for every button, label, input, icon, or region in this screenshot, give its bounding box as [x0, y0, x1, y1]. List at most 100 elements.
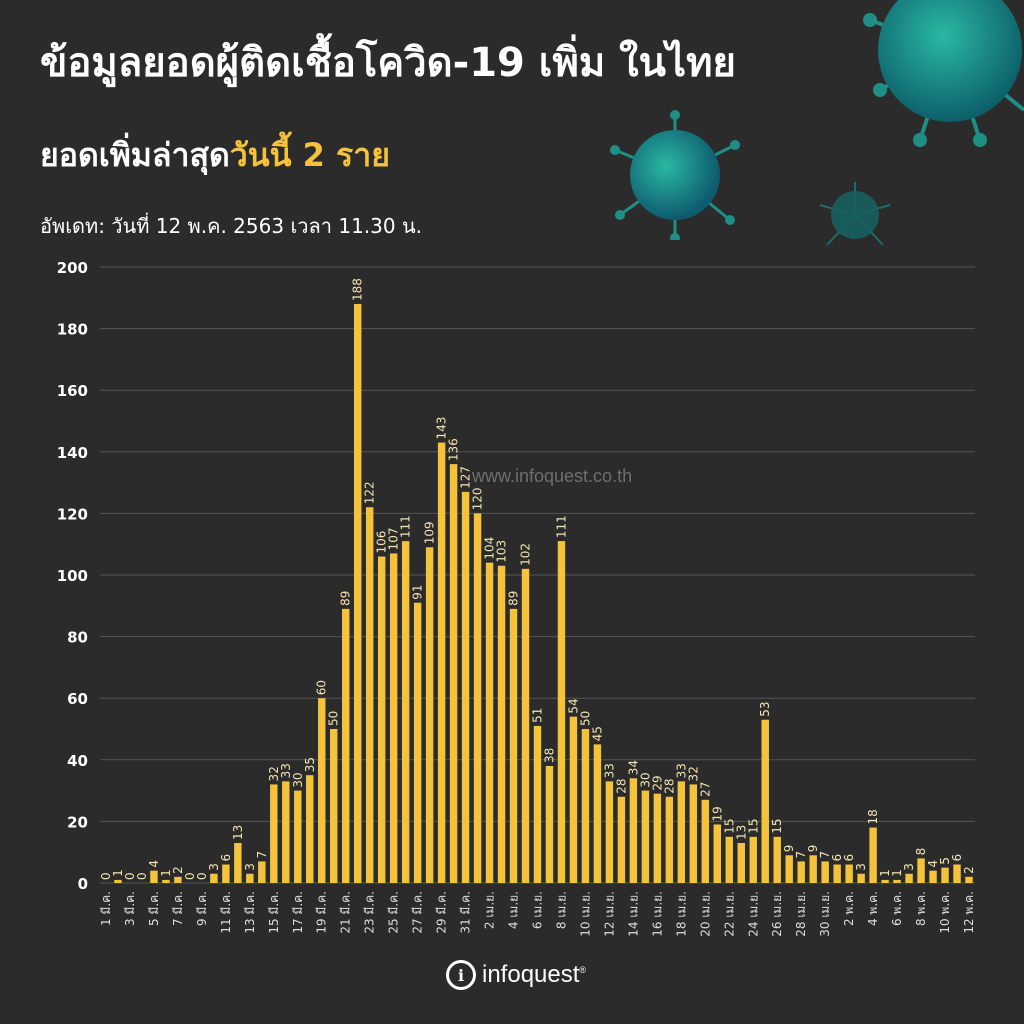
bar: [258, 861, 266, 883]
bar-value-label: 0: [99, 872, 113, 880]
x-tick-label: 21 มี.ค.: [339, 891, 353, 934]
bar: [581, 729, 590, 883]
bar: [809, 855, 817, 883]
y-tick-label: 140: [57, 444, 88, 462]
y-tick-label: 40: [67, 752, 88, 770]
bar-value-label: 3: [207, 863, 221, 871]
subtitle-prefix: ยอดเพิ่มล่าสุด: [40, 136, 230, 174]
bar-value-label: 28: [662, 778, 676, 793]
x-tick-label: 29 มี.ค.: [435, 891, 449, 934]
logo-text: infoquest®: [482, 961, 586, 989]
bar-value-label: 18: [866, 809, 880, 824]
bar: [845, 864, 853, 883]
y-tick-label: 160: [57, 382, 88, 400]
bar: [485, 562, 494, 883]
bar: [893, 879, 901, 883]
bar: [150, 870, 158, 883]
bar-value-label: 13: [231, 825, 245, 840]
bar: [701, 799, 710, 883]
value-labels: 0100412003613373233303560508918812210610…: [99, 278, 976, 880]
bar: [653, 793, 662, 883]
bar-value-label: 9: [782, 845, 796, 853]
x-tick-label: 5 มี.ค.: [147, 891, 161, 926]
bar-value-label: 89: [339, 591, 353, 606]
bar-value-label: 51: [531, 708, 545, 723]
bar-value-label: 0: [183, 872, 197, 880]
x-tick-label: 10 เม.ย.: [578, 891, 592, 937]
x-tick-label: 20 เม.ย.: [698, 891, 712, 937]
virus-large-icon: [863, 0, 1024, 147]
bar-value-label: 7: [818, 851, 832, 859]
bar-value-label: 111: [399, 515, 413, 538]
bar-value-label: 32: [267, 766, 281, 781]
bar: [330, 729, 338, 883]
update-timestamp: อัพเดท: วันที่ 12 พ.ค. 2563 เวลา 11.30 น…: [40, 214, 422, 238]
bar: [545, 765, 554, 883]
x-tick-label: 26 เม.ย.: [770, 891, 784, 937]
bar-value-label: 30: [638, 772, 652, 787]
x-tick-label: 6 พ.ค.: [890, 891, 904, 926]
bar: [246, 873, 254, 883]
bar-value-label: 104: [483, 537, 497, 560]
bar-value-label: 6: [830, 854, 844, 862]
logo-sup: ®: [579, 965, 587, 975]
bar-value-label: 2: [171, 866, 185, 874]
bar-value-label: 28: [614, 778, 628, 793]
x-tick-label: 8 เม.ย.: [554, 891, 568, 929]
bar-value-label: 60: [315, 680, 329, 695]
bar-value-label: 188: [351, 278, 365, 301]
bar: [342, 608, 350, 883]
bar: [234, 842, 242, 883]
y-tick-label: 100: [57, 567, 88, 585]
infoquest-logo: i infoquest®: [446, 960, 586, 990]
bar-value-label: 4: [147, 860, 161, 868]
bars: [114, 303, 973, 884]
bar-value-label: 103: [495, 540, 509, 563]
bar: [761, 719, 769, 883]
y-tick-label: 0: [78, 875, 88, 893]
bar-value-label: 0: [195, 872, 209, 880]
bar-value-label: 1: [890, 869, 904, 877]
bar: [557, 541, 566, 883]
bar: [114, 879, 122, 883]
y-tick-label: 200: [57, 259, 88, 277]
bar: [294, 790, 302, 883]
bar-value-label: 45: [590, 726, 604, 741]
bar-value-label: 15: [746, 819, 760, 834]
logo-word: infoquest: [482, 961, 580, 988]
x-tick-label: 27 มี.ค.: [411, 891, 425, 934]
x-tick-label: 2 พ.ค.: [842, 891, 856, 926]
x-tick-label: 30 เม.ย.: [818, 891, 832, 937]
bar: [689, 784, 698, 883]
bar: [917, 858, 925, 883]
bar: [377, 556, 386, 883]
bar-value-label: 33: [279, 763, 293, 778]
bar: [737, 842, 745, 883]
y-axis: 0 20 40 60 80 100 120 140 160 180 200: [57, 259, 88, 893]
y-tick-label: 120: [57, 505, 88, 523]
x-tick-label: 12 เม.ย.: [602, 891, 616, 937]
bar: [869, 827, 877, 883]
bar-value-label: 15: [770, 819, 784, 834]
bar: [222, 864, 230, 883]
bar-value-label: 34: [626, 760, 640, 775]
x-tick-label: 3 มี.ค.: [123, 891, 137, 926]
x-tick-label: 14 เม.ย.: [626, 891, 640, 937]
bar: [497, 565, 506, 883]
x-tick-label: 18 เม.ย.: [674, 891, 688, 937]
bar: [174, 876, 182, 883]
bar-value-label: 32: [686, 766, 700, 781]
x-tick-label: 13 มี.ค.: [243, 891, 257, 934]
bar-value-label: 91: [411, 584, 425, 599]
bar-value-label: 9: [806, 845, 820, 853]
bar-value-label: 89: [507, 591, 521, 606]
x-tick-label: 10 พ.ค.: [938, 891, 952, 934]
bar-value-label: 0: [123, 872, 137, 880]
bar: [401, 541, 410, 883]
bar-value-label: 6: [950, 854, 964, 862]
bar: [461, 491, 470, 883]
bar: [521, 568, 530, 883]
bar-value-label: 111: [554, 515, 568, 538]
bar: [593, 744, 602, 883]
